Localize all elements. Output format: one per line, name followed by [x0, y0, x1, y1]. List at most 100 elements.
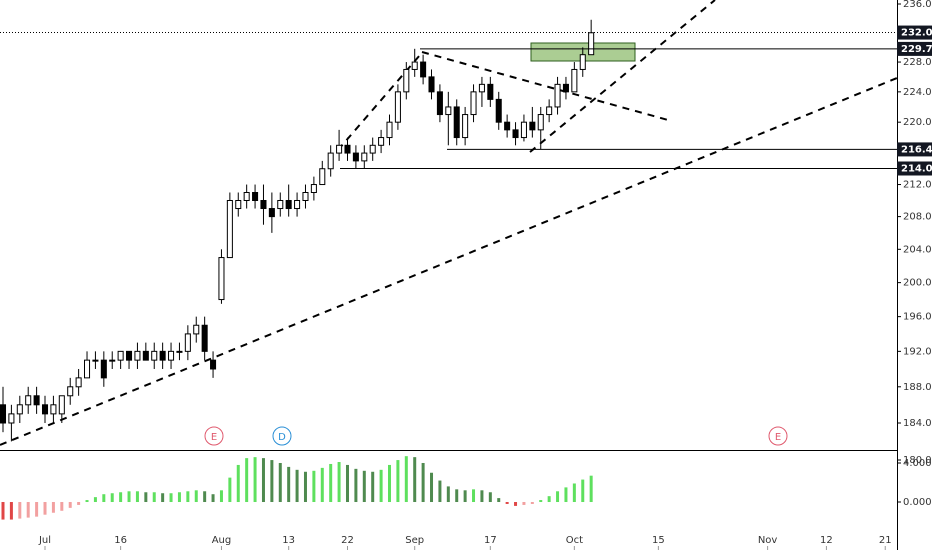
candle-body	[159, 350, 166, 361]
candle-body	[487, 83, 494, 100]
candle-body	[579, 54, 586, 70]
histogram-bar	[68, 502, 72, 508]
event-marker	[768, 426, 788, 446]
histogram-bar	[161, 493, 165, 503]
histogram-bar	[556, 491, 560, 503]
candle-body	[352, 152, 359, 162]
indicator-tick-label: 0.0000	[903, 497, 932, 508]
histogram-bar	[354, 468, 358, 503]
candle-body	[210, 359, 217, 370]
histogram-bar	[26, 502, 30, 518]
y-tick-label: 180.00	[903, 455, 932, 466]
candle-body	[361, 152, 368, 162]
histogram-bar	[404, 456, 408, 503]
histogram-bar	[77, 502, 81, 505]
candle-body	[470, 91, 477, 116]
histogram-bar	[480, 490, 484, 503]
candle-body	[504, 121, 511, 131]
price-level-box	[897, 41, 932, 56]
candle-body	[201, 324, 208, 352]
x-tick-label: Oct	[566, 535, 583, 546]
candle-body	[403, 68, 410, 93]
candle-body	[8, 413, 15, 424]
event-label: D	[278, 432, 286, 443]
histogram-bar	[589, 475, 593, 503]
y-tick-label: 184.00	[903, 418, 932, 429]
candle-body	[268, 208, 275, 218]
candle-body	[126, 350, 133, 361]
price-level-label: 214.03	[901, 163, 932, 174]
candle-body	[445, 106, 452, 116]
y-tick-label: 236.00	[903, 0, 932, 10]
candle-body	[571, 68, 578, 93]
candle-body	[67, 386, 74, 397]
candle-body	[420, 61, 427, 78]
histogram-bar	[287, 466, 291, 503]
candle-body	[453, 106, 460, 139]
event-label: E	[211, 432, 217, 443]
histogram-bar	[455, 489, 459, 503]
histogram-bar	[581, 479, 585, 503]
x-tick-label: 21	[879, 535, 892, 546]
candle-body	[41, 404, 49, 415]
candle-body	[226, 199, 233, 259]
candle-body	[302, 192, 309, 201]
histogram-bar	[177, 492, 181, 503]
candle-body	[336, 144, 343, 154]
candle-body	[436, 91, 443, 116]
candle-body	[310, 184, 317, 194]
histogram-bar	[362, 470, 366, 503]
x-tick-label: Aug	[212, 535, 232, 546]
candle-body	[344, 144, 351, 154]
candle-body	[184, 333, 191, 352]
event-marker	[204, 426, 224, 446]
histogram-bar	[312, 470, 316, 503]
histogram-bar	[219, 490, 223, 503]
histogram-bar	[102, 494, 106, 503]
y-tick-label: 196.00	[903, 312, 932, 323]
price-level-box	[897, 142, 932, 157]
histogram-bar	[119, 492, 123, 503]
candle-body	[193, 324, 200, 335]
x-tick-label: 15	[652, 535, 665, 546]
histogram-bar	[505, 502, 509, 504]
histogram-bar	[329, 463, 333, 503]
x-tick-label: 12	[820, 535, 833, 546]
y-tick-label: 208.00	[903, 212, 932, 223]
histogram-bar	[530, 502, 534, 504]
x-tick-label: 13	[282, 535, 295, 546]
histogram-bar	[194, 490, 198, 503]
candle-body	[285, 199, 292, 210]
histogram-bar	[472, 489, 476, 503]
histogram-bar	[93, 497, 97, 503]
x-tick-label: 22	[341, 535, 354, 546]
histogram-bar	[261, 458, 265, 503]
candle-body	[554, 83, 561, 108]
candle-body	[75, 377, 82, 388]
candle-body	[0, 404, 7, 424]
candle-body	[243, 192, 250, 201]
y-tick-label: 200.00	[903, 278, 932, 289]
candle-body	[319, 168, 326, 186]
histogram-bar	[135, 491, 139, 503]
candle-body	[386, 121, 393, 139]
histogram-bar	[1, 502, 5, 520]
histogram-bar	[539, 500, 543, 503]
candle-body	[92, 359, 99, 362]
histogram-bar	[211, 494, 215, 503]
histogram-bar	[564, 487, 568, 503]
trend-line	[529, 0, 716, 153]
x-tick-label: Nov	[758, 535, 778, 546]
candle-body	[512, 129, 519, 139]
price-level-box	[897, 161, 932, 176]
y-tick-label: 212.00	[903, 180, 932, 191]
candle-body	[235, 199, 242, 210]
histogram-bar	[522, 502, 526, 505]
histogram-bar	[421, 462, 425, 503]
event-marker	[272, 426, 292, 446]
histogram-bar	[379, 469, 383, 503]
price-level-box	[897, 25, 932, 40]
